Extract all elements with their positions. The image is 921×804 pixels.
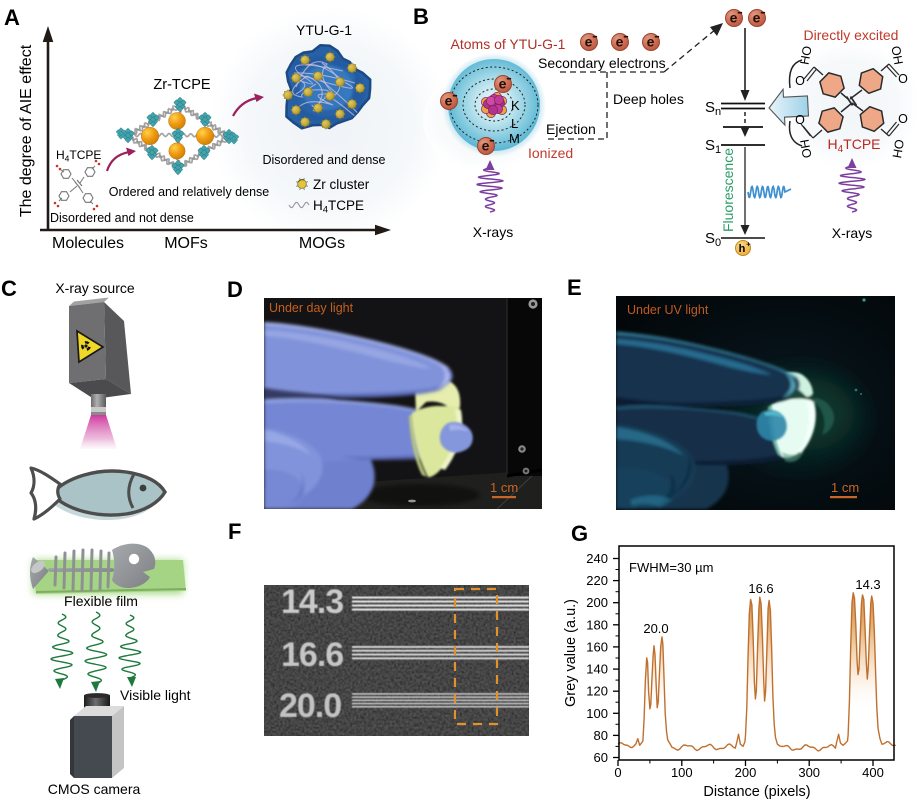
svg-text:C: C — [1, 276, 17, 301]
svg-text:F: F — [228, 519, 241, 544]
svg-text:S1: S1 — [705, 137, 721, 156]
svg-text:240: 240 — [586, 551, 608, 566]
svg-text:Zr cluster: Zr cluster — [313, 177, 370, 192]
svg-text:e: e — [753, 10, 761, 26]
svg-text:CMOS camera: CMOS camera — [48, 781, 141, 797]
svg-text:20.0: 20.0 — [643, 621, 668, 636]
svg-text:Grey value (a.u.): Grey value (a.u.) — [563, 599, 579, 707]
svg-text:400: 400 — [862, 765, 884, 780]
svg-text:Fluorescence: Fluorescence — [720, 148, 736, 232]
svg-text:MOFs: MOFs — [164, 235, 208, 252]
svg-text:Molecules: Molecules — [52, 235, 124, 252]
svg-text:O: O — [898, 112, 908, 126]
svg-text:Directly excited: Directly excited — [804, 27, 899, 43]
svg-text:X-rays: X-rays — [473, 224, 513, 240]
svg-text:160: 160 — [586, 639, 608, 654]
svg-text:h: h — [739, 243, 746, 255]
svg-text:H4TCPE: H4TCPE — [56, 148, 101, 164]
svg-text:Disordered and dense: Disordered and dense — [263, 153, 386, 167]
svg-text:Under day light: Under day light — [269, 301, 354, 315]
svg-text:Zr-TCPE: Zr-TCPE — [153, 77, 211, 93]
svg-text:Deep holes: Deep holes — [613, 91, 684, 107]
svg-text:0: 0 — [614, 765, 621, 780]
svg-text:OH: OH — [888, 45, 905, 66]
svg-text:14.3: 14.3 — [855, 577, 880, 592]
svg-text:M: M — [509, 131, 520, 146]
svg-text:16.6: 16.6 — [748, 581, 773, 596]
svg-text:e: e — [730, 10, 738, 26]
svg-text:180: 180 — [586, 617, 608, 632]
svg-text:L: L — [511, 116, 518, 131]
svg-text:e: e — [499, 76, 507, 92]
svg-text:Flexible film: Flexible film — [64, 593, 138, 609]
svg-text:G: G — [571, 521, 588, 546]
svg-text:OH: OH — [798, 138, 815, 159]
svg-text:X-rays: X-rays — [832, 225, 872, 241]
svg-text:O: O — [795, 113, 805, 127]
svg-text:e: e — [647, 34, 655, 50]
svg-text:Disordered and not dense: Disordered and not dense — [50, 211, 194, 225]
svg-text:Ordered and relatively dense: Ordered and relatively dense — [109, 185, 270, 199]
svg-text:Ejection: Ejection — [546, 121, 596, 137]
svg-text:O: O — [898, 72, 908, 86]
svg-text:Visible light: Visible light — [120, 687, 191, 703]
svg-text:MOGs: MOGs — [299, 235, 345, 252]
svg-text:60: 60 — [594, 750, 608, 765]
svg-text:HO: HO — [798, 45, 815, 66]
svg-text:140: 140 — [586, 662, 608, 677]
svg-text:OH: OH — [889, 138, 906, 159]
svg-text:Under UV light: Under UV light — [627, 303, 709, 317]
svg-text:B: B — [413, 4, 429, 29]
svg-text:120: 120 — [586, 684, 608, 699]
svg-text:S0: S0 — [705, 230, 721, 249]
svg-text:Ionized: Ionized — [528, 145, 573, 161]
svg-text:Sn: Sn — [705, 99, 721, 118]
svg-text:14.3: 14.3 — [281, 583, 343, 621]
svg-text:e: e — [482, 138, 490, 154]
svg-text:1 cm: 1 cm — [490, 480, 518, 495]
svg-text:E: E — [567, 275, 582, 300]
svg-text:Atoms of YTU-G-1: Atoms of YTU-G-1 — [451, 36, 566, 52]
svg-text:200: 200 — [735, 765, 757, 780]
svg-text:H4TCPE: H4TCPE — [313, 198, 364, 216]
svg-text:e: e — [585, 34, 593, 50]
svg-text:Distance (pixels): Distance (pixels) — [703, 784, 810, 800]
svg-text:100: 100 — [671, 765, 693, 780]
svg-text:e: e — [445, 93, 453, 109]
svg-text:A: A — [4, 5, 20, 30]
svg-text:+: + — [746, 240, 751, 249]
svg-text:The degree of AIE effect: The degree of AIE effect — [18, 44, 35, 217]
svg-text:O: O — [795, 74, 805, 88]
svg-text:200: 200 — [586, 595, 608, 610]
svg-text:X-ray source: X-ray source — [55, 280, 135, 296]
svg-text:16.6: 16.6 — [281, 636, 343, 674]
svg-text:20.0: 20.0 — [279, 687, 341, 725]
svg-text:FWHM=30 µm: FWHM=30 µm — [629, 560, 713, 575]
svg-text:D: D — [227, 277, 243, 302]
svg-text:100: 100 — [586, 706, 608, 721]
svg-text:e: e — [616, 34, 624, 50]
svg-text:Secondary electrons: Secondary electrons — [538, 55, 666, 71]
svg-text:YTU-G-1: YTU-G-1 — [296, 22, 352, 38]
svg-text:220: 220 — [586, 573, 608, 588]
svg-text:300: 300 — [798, 765, 820, 780]
svg-text:1 cm: 1 cm — [831, 480, 859, 495]
svg-text:K: K — [511, 98, 520, 113]
svg-text:80: 80 — [594, 728, 608, 743]
